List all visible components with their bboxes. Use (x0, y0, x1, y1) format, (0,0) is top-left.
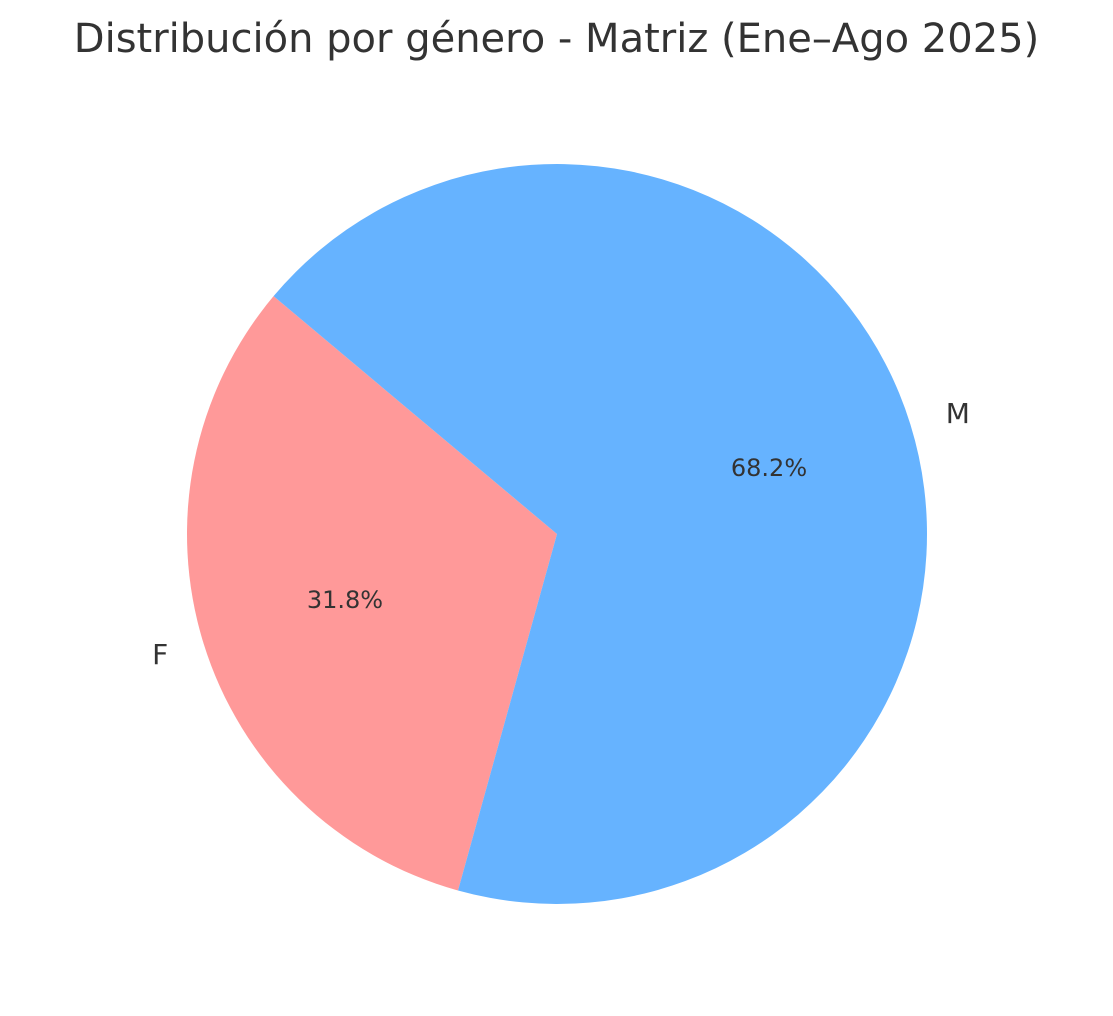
slice-label-f: F (152, 638, 168, 671)
pie-labels: F 31.8% M 68.2% (152, 397, 970, 671)
pie-slice-f (187, 296, 557, 891)
slice-percentage-f: 31.8% (307, 586, 383, 614)
chart-title: Distribución por género - Matriz (Ene–Ag… (73, 16, 1040, 62)
pie-slice-m (273, 164, 928, 905)
slice-percentage-m: 68.2% (731, 454, 807, 482)
pie-slices (187, 164, 928, 905)
slice-label-m: M (946, 397, 970, 430)
